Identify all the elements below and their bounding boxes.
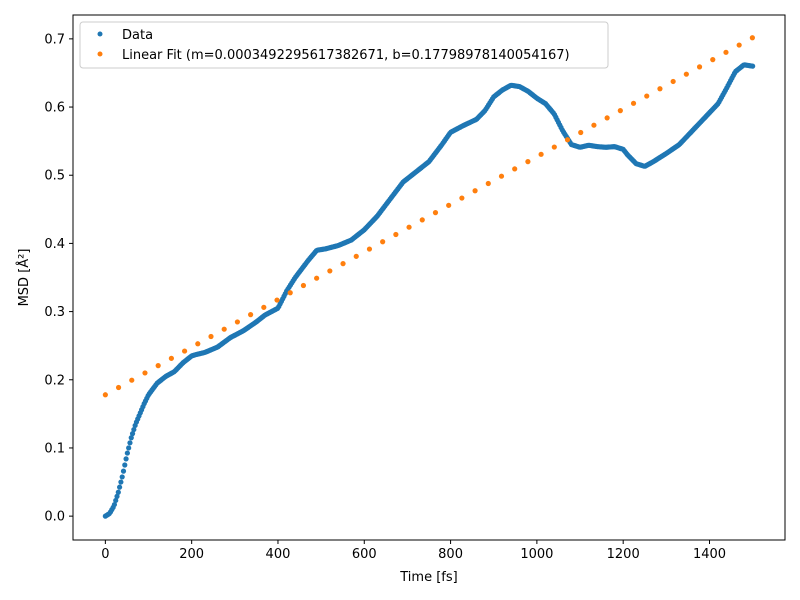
series-linear-fit: [102, 35, 755, 398]
fit-point: [723, 49, 729, 55]
fit-point: [419, 217, 425, 223]
fit-point: [472, 188, 478, 194]
fit-point: [115, 384, 122, 391]
fit-point: [446, 202, 452, 208]
y-tick-label: 0.5: [44, 169, 65, 184]
fit-point: [300, 282, 307, 289]
data-point: [117, 484, 123, 490]
fit-point: [630, 100, 637, 106]
fit-point: [644, 93, 650, 99]
fit-point: [578, 129, 584, 136]
x-tick-label: 800: [438, 547, 463, 562]
fit-point: [353, 253, 359, 259]
fit-point: [327, 268, 333, 274]
fit-point: [208, 333, 214, 340]
fit-point: [670, 78, 676, 85]
fit-point: [525, 159, 531, 165]
fit-point: [195, 341, 201, 347]
series-data: [102, 62, 756, 519]
fit-point: [181, 348, 188, 354]
fit-point: [248, 312, 254, 318]
fit-point: [168, 355, 174, 361]
fit-point: [498, 173, 505, 179]
x-tick-label: 400: [266, 547, 291, 562]
data-point: [119, 474, 125, 480]
fit-point: [432, 210, 439, 216]
x-tick-label: 1000: [520, 547, 553, 562]
fit-point: [736, 42, 742, 48]
fit-point: [538, 151, 544, 157]
x-tick-label: 200: [179, 547, 204, 562]
data-point: [118, 479, 124, 485]
legend: Data Linear Fit (m=0.0003492295617382671…: [79, 21, 609, 69]
y-axis-ticks: 0.0 0.1 0.2 0.3 0.4 0.5 0.6 0.7: [44, 32, 73, 525]
fit-point: [274, 297, 280, 303]
fit-point: [287, 290, 293, 296]
fit-point: [129, 377, 135, 383]
fit-point: [749, 35, 755, 41]
data-point: [122, 462, 128, 468]
fit-point: [366, 246, 373, 252]
fit-point: [340, 261, 346, 267]
y-tick-label: 0.2: [44, 373, 65, 388]
legend-marker-linear-fit: [97, 51, 103, 57]
data-point: [128, 435, 134, 441]
fit-point: [710, 57, 716, 63]
fit-point: [591, 122, 597, 128]
y-tick-label: 0.6: [44, 101, 65, 116]
data-point: [126, 445, 132, 451]
plot-area: [102, 35, 756, 519]
y-tick-label: 0.4: [44, 237, 65, 252]
fit-point: [142, 370, 148, 376]
fit-point: [155, 363, 161, 369]
data-point: [131, 426, 137, 433]
legend-marker-data: [97, 31, 103, 37]
fit-point: [683, 71, 689, 77]
x-tick-label: 0: [101, 547, 109, 562]
data-point: [123, 456, 129, 462]
data-point: [113, 497, 119, 504]
fit-point: [564, 137, 571, 143]
y-tick-label: 0.1: [44, 441, 65, 456]
y-tick-label: 0.0: [44, 510, 65, 525]
data-point: [127, 440, 133, 446]
x-tick-label: 600: [352, 547, 377, 562]
axes-frame: [72, 14, 786, 541]
legend-label-data: Data: [122, 28, 153, 43]
y-axis-label: MSD [Å²]: [16, 249, 32, 307]
fit-point: [657, 86, 663, 92]
fit-point: [261, 304, 267, 310]
fit-point: [314, 275, 320, 281]
x-tick-label: 1200: [607, 547, 640, 562]
fit-point: [380, 239, 386, 245]
fit-point: [221, 326, 227, 332]
fit-point: [551, 144, 557, 150]
fit-point: [604, 115, 610, 121]
fit-point: [617, 108, 623, 114]
fit-point: [406, 224, 412, 230]
legend-box: [79, 21, 609, 69]
data-point: [111, 501, 118, 508]
fit-point: [393, 231, 399, 238]
fit-point: [485, 180, 491, 187]
data-point: [120, 468, 127, 474]
fit-point: [102, 392, 108, 398]
data-point: [114, 493, 120, 499]
fit-point: [234, 319, 241, 325]
x-axis-label: Time [fs]: [399, 570, 457, 585]
legend-label-linear-fit: Linear Fit (m=0.0003492295617382671, b=0…: [122, 48, 570, 63]
x-axis-ticks: 0 200 400 600 800 1000 1200 1400: [101, 540, 726, 562]
data-point: [129, 431, 136, 437]
fit-point: [696, 64, 703, 70]
y-tick-label: 0.3: [44, 305, 65, 320]
data-point: [124, 450, 130, 456]
data-point: [750, 63, 756, 69]
fit-point: [512, 166, 518, 172]
x-tick-label: 1400: [693, 547, 726, 562]
y-tick-label: 0.7: [44, 32, 65, 47]
fit-point: [459, 195, 465, 201]
data-point: [115, 489, 121, 495]
